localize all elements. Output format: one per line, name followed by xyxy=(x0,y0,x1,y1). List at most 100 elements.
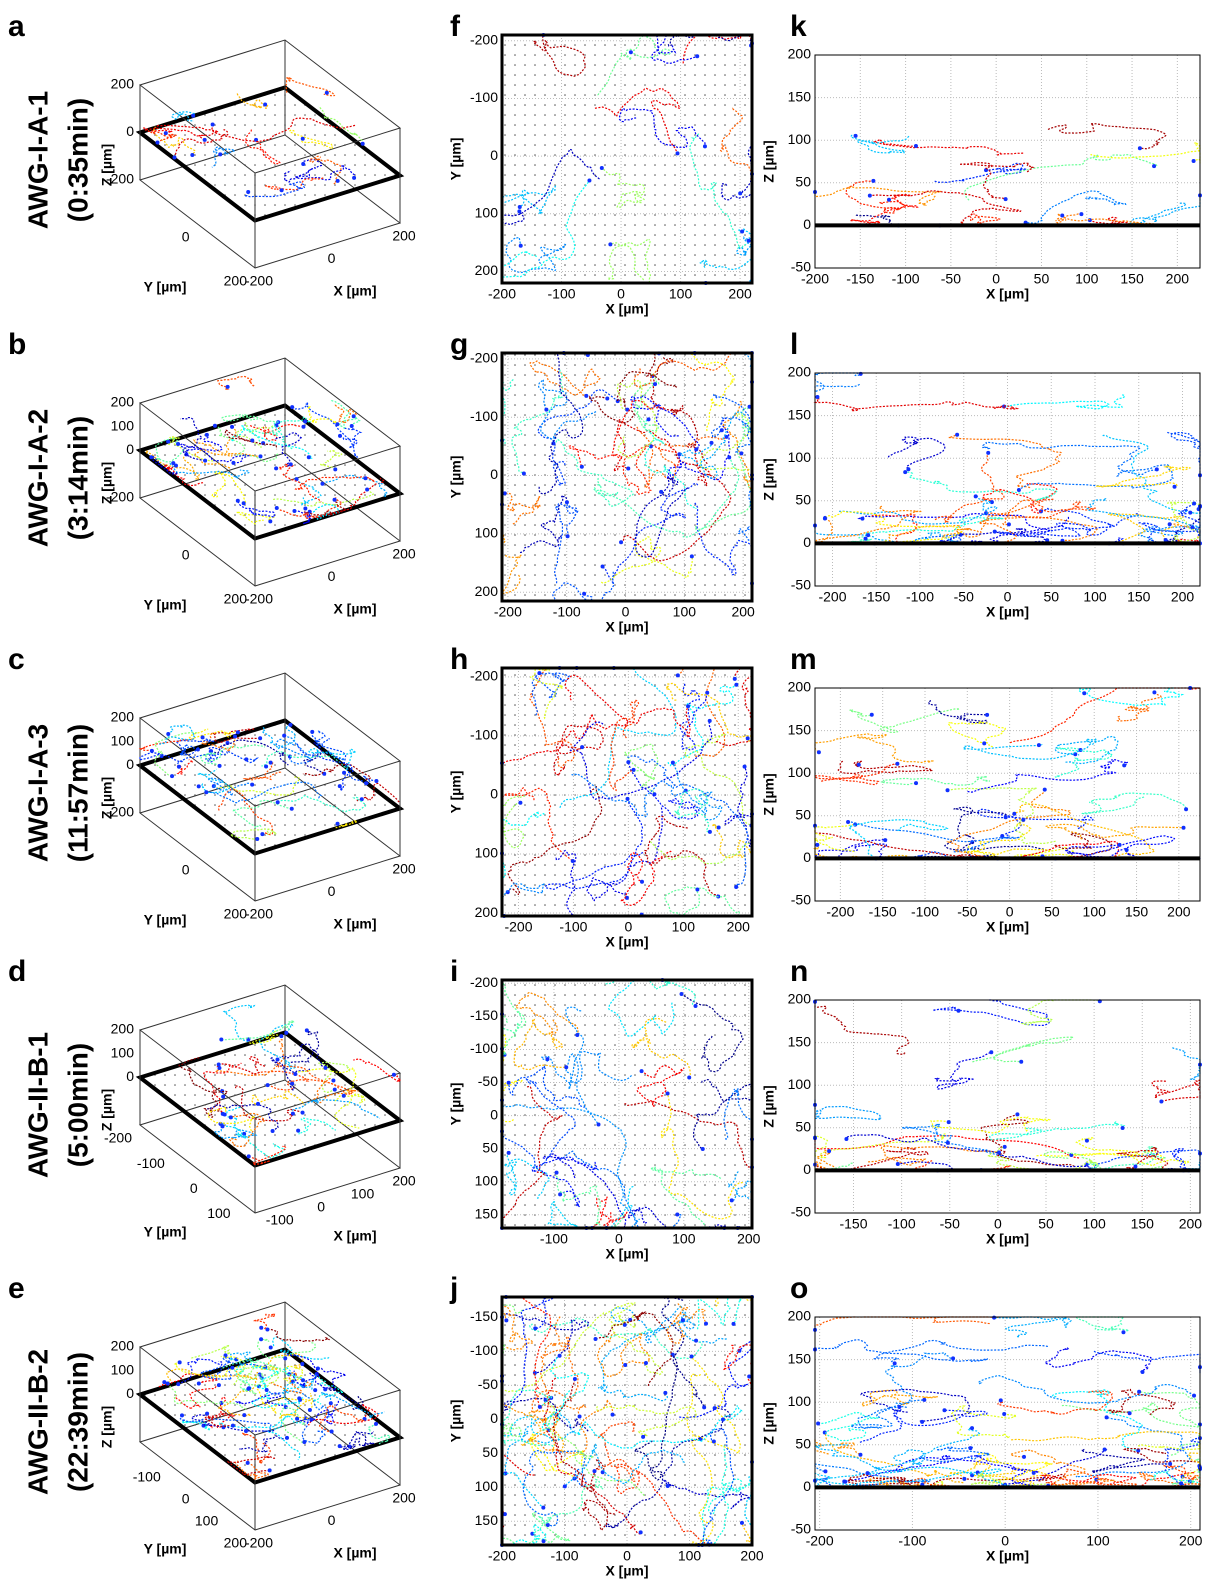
end-point xyxy=(1021,817,1026,822)
trajectory xyxy=(219,1414,306,1429)
y-tick-label: -200 xyxy=(470,350,498,366)
x-axis-label: X [µm] xyxy=(333,916,376,932)
start-point xyxy=(242,1131,247,1136)
trajectory xyxy=(616,1463,710,1546)
trajectory xyxy=(501,1317,548,1424)
start-point xyxy=(341,1093,346,1098)
end-point xyxy=(906,467,911,472)
end-point xyxy=(1154,467,1159,472)
y-tick-label: -100 xyxy=(470,408,498,424)
y-axis-label: Y [µm] xyxy=(144,279,187,295)
y-axis-label: Y [µm] xyxy=(144,912,187,928)
start-point xyxy=(267,1468,272,1473)
trajectory xyxy=(595,1404,697,1438)
end-point xyxy=(695,54,700,59)
start-point xyxy=(244,757,249,762)
trajectory xyxy=(312,1078,359,1104)
trajectory xyxy=(295,742,354,792)
y-tick-label: 150 xyxy=(475,1512,499,1528)
start-point xyxy=(205,1411,210,1416)
trajectory xyxy=(978,1374,1195,1404)
trajectory xyxy=(155,437,186,463)
trajectory xyxy=(818,1411,880,1442)
row-time: (11:57min) xyxy=(62,724,93,863)
trajectory xyxy=(225,1112,266,1147)
trajectory xyxy=(597,1327,669,1402)
plot-frame xyxy=(814,1316,1201,1531)
trajectory xyxy=(596,1331,650,1378)
x-tick-label: -100 xyxy=(553,604,581,620)
trajectory xyxy=(624,743,659,795)
trajectory xyxy=(1138,503,1201,537)
trajectory xyxy=(1106,1388,1177,1416)
trajectory xyxy=(230,425,313,460)
y-tick-label: 50 xyxy=(795,1436,811,1452)
end-point xyxy=(746,238,751,243)
end-point xyxy=(866,533,871,538)
y-axis-label: Y [µm] xyxy=(144,1224,187,1240)
end-point xyxy=(679,992,684,997)
start-point xyxy=(335,178,340,183)
start-point xyxy=(288,722,293,727)
x-tick-label: -50 xyxy=(957,904,977,920)
x-tick-label: -200 xyxy=(488,1548,516,1564)
x-tick-label: -200 xyxy=(245,1535,273,1551)
start-point xyxy=(170,774,175,779)
end-point xyxy=(596,1122,601,1127)
trajectory xyxy=(988,1120,1126,1141)
end-point xyxy=(962,1476,967,1481)
end-point xyxy=(610,1412,615,1417)
x-tick-label: 200 xyxy=(1166,271,1190,287)
trajectory xyxy=(276,497,343,519)
end-point xyxy=(659,489,664,494)
trajectory xyxy=(208,1396,236,1429)
x-tick-label: 200 xyxy=(727,919,751,935)
trajectory xyxy=(847,820,1020,853)
x-axis-label: X [µm] xyxy=(986,1231,1029,1247)
x-tick-label: 200 xyxy=(1179,1533,1203,1549)
y-tick-label: 100 xyxy=(475,1172,499,1188)
x-tick-label: 50 xyxy=(1034,271,1050,287)
trajectory xyxy=(1036,1150,1167,1161)
end-point xyxy=(970,1426,975,1431)
start-point xyxy=(263,102,268,107)
start-point xyxy=(313,1388,318,1393)
end-point xyxy=(707,718,712,723)
start-point xyxy=(349,423,354,428)
x-tick-label: -200 xyxy=(245,906,273,922)
y-tick-label: 150 xyxy=(788,1033,812,1049)
trajectory xyxy=(144,450,200,480)
trajectory xyxy=(889,1455,1039,1474)
end-point xyxy=(1003,197,1008,202)
trajectory xyxy=(1081,1448,1171,1473)
y-tick-label: 100 xyxy=(207,1205,231,1221)
end-point xyxy=(1192,501,1197,506)
x-tick-label: 150 xyxy=(1120,271,1144,287)
z-tick-label: 0 xyxy=(126,756,134,772)
end-point xyxy=(665,1091,670,1096)
start-point xyxy=(275,800,280,805)
end-point xyxy=(705,690,710,695)
trajectory xyxy=(244,129,281,165)
trajectory xyxy=(318,1061,351,1094)
trajectory xyxy=(859,1409,988,1443)
end-point xyxy=(986,450,991,455)
start-point xyxy=(295,1416,300,1421)
start-point xyxy=(166,439,171,444)
trajectory xyxy=(667,684,737,767)
start-point xyxy=(359,797,364,802)
end-point xyxy=(1045,538,1050,543)
start-point xyxy=(306,455,311,460)
start-point xyxy=(310,729,315,734)
end-point xyxy=(700,1147,705,1152)
trajectory xyxy=(674,788,710,833)
x-tick-label: 100 xyxy=(1083,589,1107,605)
start-point xyxy=(284,1030,289,1035)
end-point xyxy=(1136,1448,1141,1453)
start-point xyxy=(290,1111,295,1116)
start-point xyxy=(200,735,205,740)
y-axis-label: Y [µm] xyxy=(448,456,464,499)
start-point xyxy=(365,487,370,492)
start-point xyxy=(304,1028,309,1033)
z-tick-label: -200 xyxy=(106,171,134,187)
